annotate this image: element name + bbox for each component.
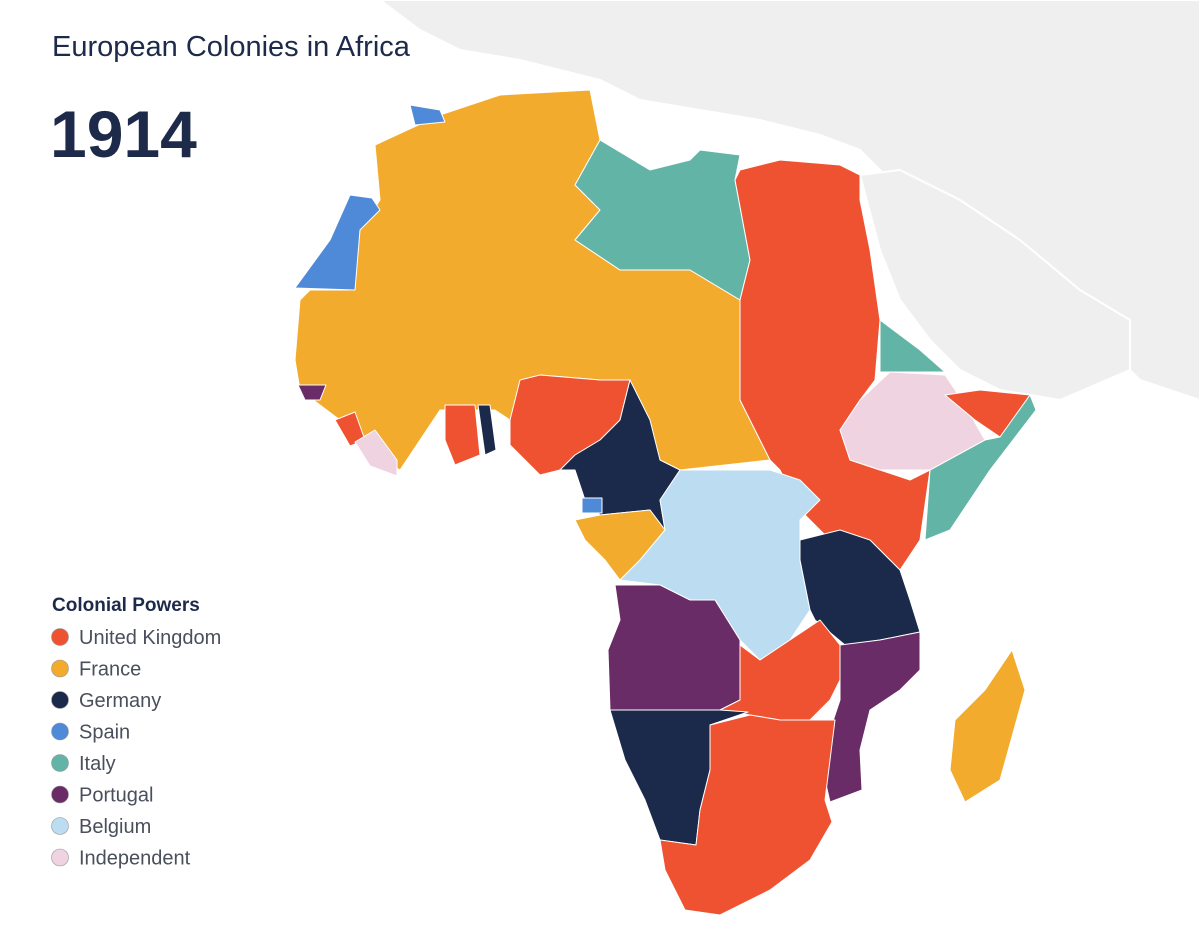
spanish-guinea xyxy=(581,497,603,514)
legend-swatch xyxy=(51,817,69,835)
belgian-congo xyxy=(619,469,821,661)
legend-swatch xyxy=(51,659,69,678)
legend-label: France xyxy=(79,659,141,681)
year: 1914 xyxy=(50,97,197,171)
legend-swatch xyxy=(51,754,69,772)
madagascar xyxy=(949,649,1026,803)
legend-label: Portugal xyxy=(79,785,154,807)
legend-swatch xyxy=(51,691,69,709)
liberia xyxy=(354,429,398,477)
togoland xyxy=(477,404,497,456)
egypt-sudan xyxy=(734,159,931,571)
europe-land xyxy=(378,0,1200,402)
title: European Colonies in Africa xyxy=(52,31,411,63)
legend-swatch xyxy=(51,722,69,741)
legend-label: Belgium xyxy=(79,816,151,838)
eritrea xyxy=(879,319,946,373)
south-africa xyxy=(659,714,836,916)
arabia-land xyxy=(858,168,1131,402)
spanish-morocco xyxy=(409,104,446,126)
legend-label: Germany xyxy=(79,690,161,712)
italian-somaliland xyxy=(924,394,1037,541)
legend-title: Colonial Powers xyxy=(52,595,200,616)
legend-label: Spain xyxy=(79,722,130,744)
legend-swatch xyxy=(51,628,69,646)
spanish-sahara xyxy=(294,194,381,291)
legend-swatch xyxy=(51,785,69,804)
portuguese-guinea xyxy=(297,384,327,401)
legend-label: United Kingdom xyxy=(79,627,221,649)
legend: Colonial Powers United Kingdom France Germ… xyxy=(51,595,221,870)
legend-label: Italy xyxy=(79,753,116,775)
legend-swatch xyxy=(51,848,69,867)
gold-coast xyxy=(444,404,481,466)
legend-label: Independent xyxy=(79,848,191,870)
